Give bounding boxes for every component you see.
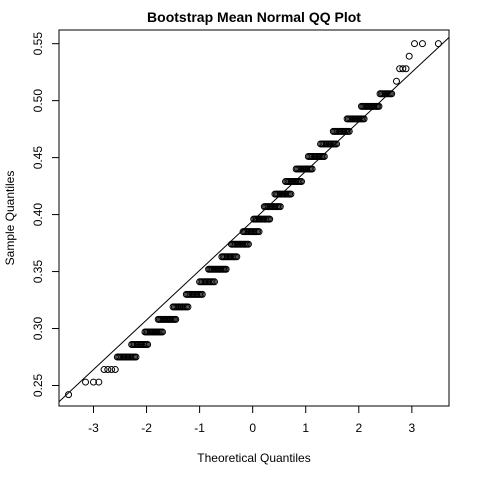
y-axis: 0.25 0.30 0.35 0.40 0.45 0.50 0.55 <box>31 32 59 397</box>
y-tick-label: 0.25 <box>31 373 45 397</box>
x-axis-label: Theoretical Quantiles <box>197 451 310 465</box>
data-point <box>104 366 112 374</box>
data-point <box>418 40 426 48</box>
y-tick-label: 0.40 <box>31 203 45 227</box>
reference-line-group <box>58 37 450 403</box>
data-point <box>360 115 368 123</box>
y-tick-label: 0.55 <box>31 32 45 56</box>
data-point <box>100 366 108 374</box>
reference-line <box>58 37 450 403</box>
data-point <box>210 278 218 286</box>
data-point <box>405 52 413 60</box>
data-point <box>111 366 119 374</box>
x-tick-label: -1 <box>194 421 205 435</box>
data-point <box>276 203 284 211</box>
y-tick-label: 0.30 <box>31 317 45 341</box>
x-tick-label: 2 <box>355 421 362 435</box>
data-point <box>65 391 73 399</box>
y-axis-label: Sample Quantiles <box>3 171 17 266</box>
data-point <box>244 240 252 248</box>
data-point <box>82 378 90 386</box>
data-point <box>172 315 180 323</box>
data-point <box>345 127 353 135</box>
data-point <box>95 378 103 386</box>
data-point <box>392 77 400 85</box>
data-point <box>222 265 230 273</box>
y-tick-label: 0.45 <box>31 146 45 170</box>
data-point <box>132 353 140 361</box>
x-axis: -3 -2 -1 0 1 2 3 <box>88 406 416 435</box>
data-point <box>411 40 419 48</box>
y-tick-label: 0.35 <box>31 260 45 284</box>
x-tick-label: 0 <box>249 421 256 435</box>
data-points <box>65 40 442 399</box>
data-point <box>297 178 305 186</box>
data-point <box>198 290 206 298</box>
data-point <box>402 65 410 73</box>
data-point <box>108 366 116 374</box>
data-point <box>287 190 295 198</box>
data-point <box>255 228 263 236</box>
data-point <box>266 215 274 223</box>
plot-frame <box>58 29 450 407</box>
y-tick-label: 0.50 <box>31 89 45 113</box>
data-point <box>144 340 152 348</box>
x-tick-label: 3 <box>409 421 416 435</box>
data-point <box>434 40 442 48</box>
data-point <box>333 140 341 148</box>
x-tick-label: -3 <box>88 421 99 435</box>
data-point <box>89 378 97 386</box>
x-tick-label: -2 <box>141 421 152 435</box>
data-point <box>158 328 166 336</box>
chart-title: Bootstrap Mean Normal QQ Plot <box>147 9 361 25</box>
data-point <box>399 65 407 73</box>
data-point <box>184 303 192 311</box>
data-point <box>233 253 241 261</box>
x-tick-label: 1 <box>302 421 309 435</box>
